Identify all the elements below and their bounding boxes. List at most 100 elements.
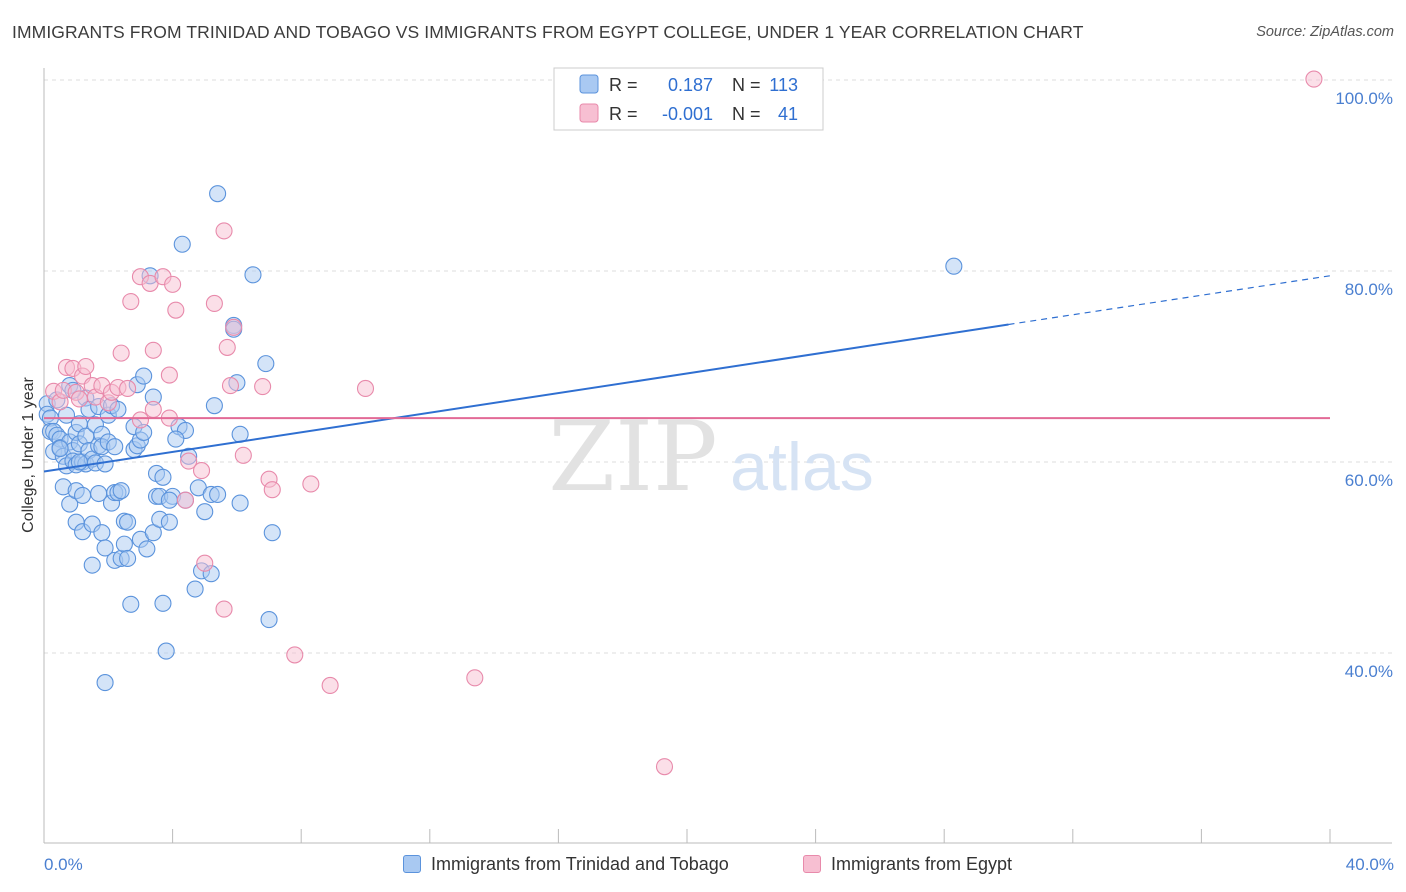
point-egypt-21 xyxy=(144,341,162,359)
point-trinidad-109 xyxy=(160,491,178,509)
point-trinidad-80 xyxy=(160,513,178,531)
point-egypt-34 xyxy=(221,377,240,395)
point-trinidad-110 xyxy=(945,257,963,275)
point-trinidad-104 xyxy=(263,524,281,542)
point-trinidad-93 xyxy=(209,485,227,504)
point-trinidad-94 xyxy=(209,185,227,203)
axes: 40.0% 60.0% 80.0% 100.0% xyxy=(43,68,1393,844)
point-trinidad-103 xyxy=(260,611,278,629)
point-egypt-17 xyxy=(122,293,140,311)
point-egypt-15 xyxy=(112,344,130,362)
point-trinidad-26 xyxy=(74,486,92,504)
trend-line-trinidad xyxy=(43,323,1009,473)
point-trinidad-100 xyxy=(231,494,249,512)
legend-r-label-2: R = xyxy=(609,104,638,124)
bottom-legend-swatch-egypt xyxy=(803,855,821,873)
point-trinidad-79 xyxy=(157,642,175,660)
trend-lines xyxy=(43,275,1331,473)
point-egypt-45 xyxy=(466,669,484,687)
point-egypt-48 xyxy=(225,318,243,336)
stats-legend-frame xyxy=(553,67,824,131)
point-egypt-33 xyxy=(218,338,236,356)
point-egypt-27 xyxy=(167,301,185,319)
x-tick-label-min: 0.0% xyxy=(44,855,83,874)
point-trinidad-83 xyxy=(173,235,191,253)
point-egypt-41 xyxy=(196,554,214,572)
legend-n-value-2: 41 xyxy=(778,104,798,124)
y-tick-label-60: 60.0% xyxy=(1345,471,1393,490)
bottom-legend-swatch-trinidad xyxy=(403,855,421,873)
point-trinidad-35 xyxy=(83,556,101,574)
trend-extension-trinidad xyxy=(1008,275,1331,326)
watermark-atlas: atlas xyxy=(730,429,874,505)
legend-r-value-1: 0.187 xyxy=(668,75,713,95)
point-egypt-39 xyxy=(356,379,375,398)
y-axis-label: College, Under 1 year xyxy=(20,377,37,533)
point-trinidad-92 xyxy=(205,397,223,415)
point-egypt-30 xyxy=(192,462,211,480)
grid-lines xyxy=(44,79,1392,654)
point-egypt-26 xyxy=(164,275,182,293)
point-trinidad-112 xyxy=(167,430,185,448)
point-trinidad-45 xyxy=(96,539,114,557)
point-egypt-8 xyxy=(77,357,95,376)
legend-swatch-trinidad xyxy=(579,74,599,94)
point-egypt-43 xyxy=(286,646,304,664)
point-trinidad-105 xyxy=(96,674,114,692)
point-egypt-44 xyxy=(321,676,339,695)
point-trinidad-78 xyxy=(154,468,172,486)
point-egypt-47 xyxy=(1305,70,1323,88)
watermark-zip: ZIP xyxy=(548,401,717,513)
legend-r-label-1: R = xyxy=(609,75,638,95)
point-trinidad-43 xyxy=(93,524,111,542)
point-trinidad-108 xyxy=(112,482,130,500)
point-trinidad-58 xyxy=(119,549,137,568)
stats-legend: R = 0.187 N = 113 R = -0.001 N = 41 xyxy=(553,67,824,131)
point-egypt-6 xyxy=(70,390,88,408)
point-egypt-46 xyxy=(655,758,674,776)
point-egypt-42 xyxy=(302,475,320,493)
point-egypt-36 xyxy=(254,378,272,396)
point-egypt-28 xyxy=(176,491,195,509)
watermark: ZIP atlas xyxy=(548,401,873,513)
legend-r-value-2: -0.001 xyxy=(662,104,713,124)
point-egypt-29 xyxy=(180,452,198,470)
point-egypt-38 xyxy=(263,481,281,499)
point-trinidad-90 xyxy=(196,503,214,521)
point-trinidad-57 xyxy=(115,535,133,553)
legend-n-value-1: 113 xyxy=(769,75,798,95)
source-note: Source: ZipAtlas.com xyxy=(1256,24,1394,40)
point-trinidad-101 xyxy=(244,266,262,284)
point-egypt-31 xyxy=(205,294,223,313)
point-trinidad-102 xyxy=(257,355,275,373)
chart-title: IMMIGRANTS FROM TRINIDAD AND TOBAGO VS I… xyxy=(12,22,1084,42)
point-egypt-24 xyxy=(160,366,178,384)
point-trinidad-77 xyxy=(154,594,172,612)
point-trinidad-106 xyxy=(51,440,69,458)
point-egypt-35 xyxy=(234,446,252,464)
bottom-legend-label-trinidad: Immigrants from Trinidad and Tobago xyxy=(431,853,729,874)
point-egypt-16 xyxy=(119,379,137,398)
bottom-legend-label-egypt: Immigrants from Egypt xyxy=(831,853,1013,874)
point-trinidad-87 xyxy=(186,580,204,598)
point-egypt-40 xyxy=(215,600,233,618)
legend-swatch-egypt xyxy=(579,103,599,123)
y-tick-label-80: 80.0% xyxy=(1345,280,1393,299)
point-trinidad-68 xyxy=(135,367,153,385)
point-egypt-19 xyxy=(131,411,149,429)
x-tick-label-max: 40.0% xyxy=(1346,855,1394,874)
legend-n-label-2: N = xyxy=(732,104,761,124)
bottom-legend-item-trinidad: Immigrants from Trinidad and Tobago xyxy=(403,850,729,878)
point-egypt-32 xyxy=(215,222,233,240)
point-trinidad-69 xyxy=(138,540,156,558)
legend-n-label-1: N = xyxy=(732,75,761,95)
point-trinidad-59 xyxy=(119,513,137,531)
y-tick-label-100: 100.0% xyxy=(1335,89,1393,108)
data-points xyxy=(38,70,1323,776)
bottom-legend-item-egypt: Immigrants from Egypt xyxy=(803,850,1012,878)
y-tick-label-40: 40.0% xyxy=(1345,662,1393,681)
point-trinidad-50 xyxy=(106,438,124,456)
point-egypt-22 xyxy=(144,400,162,419)
point-trinidad-60 xyxy=(122,595,140,613)
